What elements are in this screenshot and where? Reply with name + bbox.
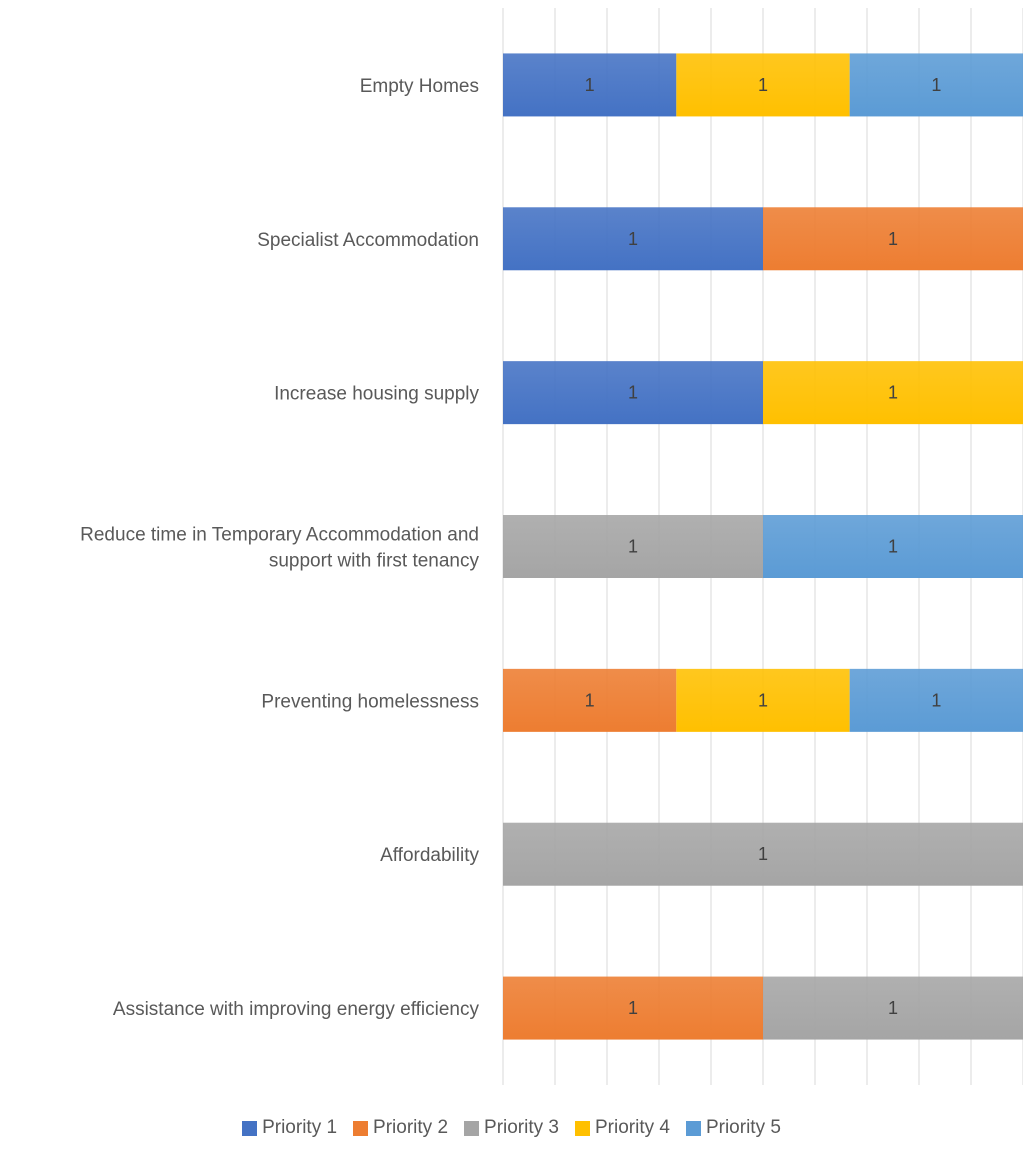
bar-segment bbox=[503, 207, 763, 271]
data-label: 1 bbox=[888, 229, 898, 249]
data-label: 1 bbox=[888, 537, 898, 557]
data-label: 1 bbox=[888, 998, 898, 1018]
data-label: 1 bbox=[585, 75, 595, 95]
data-label: 1 bbox=[628, 537, 638, 557]
legend: Priority 1 Priority 2 Priority 3 Priority 4… bbox=[0, 1117, 1023, 1139]
bar-segment bbox=[763, 207, 1023, 271]
legend-item: Priority 3 bbox=[464, 1117, 559, 1139]
stacked-bar-chart: 1 1 1 1 1 1 1 1 1 1 1 1 1 1 1 Empty Homes Specialist Ac… bbox=[80, 8, 1023, 1085]
legend-item: Priority 1 bbox=[242, 1117, 337, 1139]
legend-label: Priority 5 bbox=[705, 1117, 781, 1138]
category-label: Assistance with improving energy efficie… bbox=[113, 999, 480, 1020]
category-label: Preventing homelessness bbox=[261, 691, 479, 712]
data-label: 1 bbox=[758, 75, 768, 95]
data-label: 1 bbox=[888, 383, 898, 403]
bar-segment bbox=[503, 361, 763, 425]
legend-swatch bbox=[685, 1120, 701, 1136]
category-label: Empty Homes bbox=[360, 76, 479, 97]
legend-item: Priority 4 bbox=[574, 1117, 670, 1139]
data-label: 1 bbox=[628, 229, 638, 249]
data-label: 1 bbox=[931, 690, 941, 710]
category-labels: Empty Homes Specialist Accommodation Incre… bbox=[80, 76, 479, 1020]
category-label: Affordability bbox=[380, 845, 479, 866]
data-label: 1 bbox=[628, 998, 638, 1018]
bar-segment bbox=[503, 53, 677, 117]
bar-segment bbox=[763, 515, 1023, 578]
category-label: Increase housing supply bbox=[274, 384, 479, 405]
legend-label: Priority 1 bbox=[262, 1117, 338, 1138]
bar-segment bbox=[849, 53, 1023, 117]
bar-segment bbox=[503, 668, 677, 732]
bar-segment bbox=[763, 361, 1023, 425]
bar-segment bbox=[849, 668, 1023, 732]
legend-label: Priority 4 bbox=[594, 1117, 670, 1138]
category-label: Reduce time in Temporary Accommodation a… bbox=[80, 525, 479, 572]
data-label: 1 bbox=[585, 690, 595, 710]
legend-swatch bbox=[574, 1120, 590, 1136]
data-label: 1 bbox=[758, 844, 768, 864]
category-label: Specialist Accommodation bbox=[257, 230, 479, 251]
bar-segment bbox=[503, 822, 1023, 886]
legend-swatch bbox=[242, 1120, 258, 1136]
bar-segment bbox=[676, 668, 850, 732]
legend-label: Priority 3 bbox=[484, 1117, 559, 1138]
legend-item: Priority 5 bbox=[685, 1117, 781, 1139]
bars: 1 1 1 1 1 1 1 1 1 1 1 1 1 1 1 bbox=[503, 53, 1023, 1040]
bar-segment bbox=[763, 976, 1023, 1040]
legend-item: Priority 2 bbox=[353, 1117, 448, 1139]
bar-segment bbox=[503, 976, 763, 1040]
legend-swatch bbox=[464, 1120, 480, 1136]
legend-swatch bbox=[353, 1120, 369, 1136]
data-label: 1 bbox=[931, 75, 941, 95]
bar-segment bbox=[503, 515, 763, 578]
data-label: 1 bbox=[628, 383, 638, 403]
bar-segment bbox=[676, 53, 850, 117]
legend-label: Priority 2 bbox=[373, 1117, 449, 1138]
data-label: 1 bbox=[758, 690, 768, 710]
